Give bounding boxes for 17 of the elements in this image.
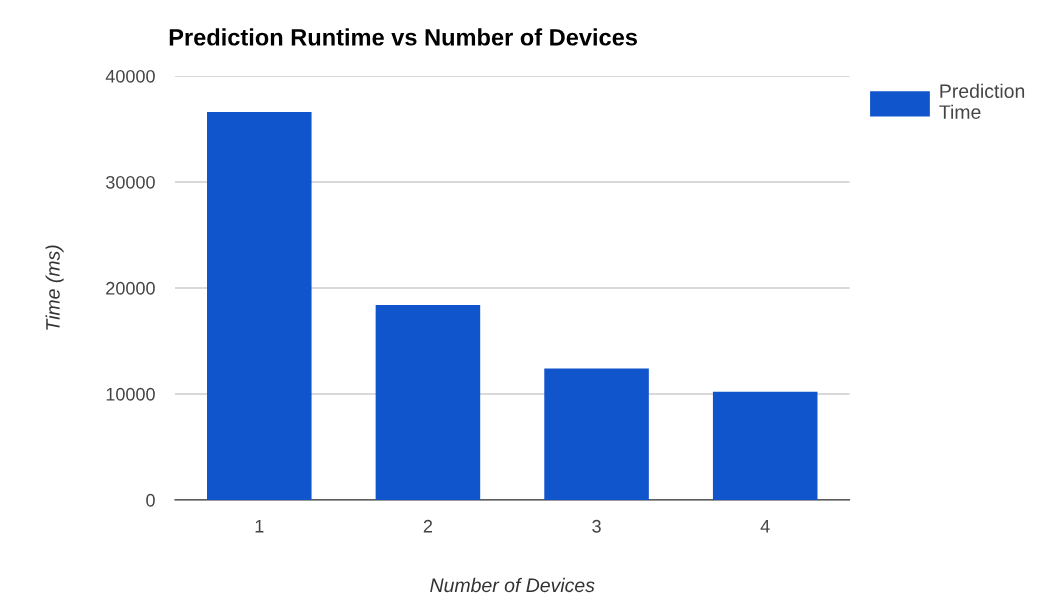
y-axis-title: Time (ms): [45, 245, 64, 330]
x-tick-label: 4: [760, 520, 770, 533]
bar: [207, 111, 312, 500]
chart-title: Prediction Runtime vs Number of Devices: [169, 28, 637, 46]
y-tick-label: 20000: [106, 281, 155, 295]
y-tick-label: 10000: [106, 387, 155, 401]
x-tick-label: 2: [423, 519, 433, 533]
x-axis-title: Number of Devices: [430, 577, 595, 593]
legend-label: Prediction Time: [939, 83, 1025, 119]
bar: [375, 304, 481, 500]
bar: [544, 368, 649, 500]
x-tick-label: 1: [255, 520, 264, 533]
x-tick-label: 3: [592, 519, 601, 533]
y-tick-label: 30000: [106, 175, 155, 189]
y-tick-label: 0: [146, 493, 155, 507]
y-tick-label: 40000: [105, 69, 155, 83]
bar: [712, 391, 818, 500]
